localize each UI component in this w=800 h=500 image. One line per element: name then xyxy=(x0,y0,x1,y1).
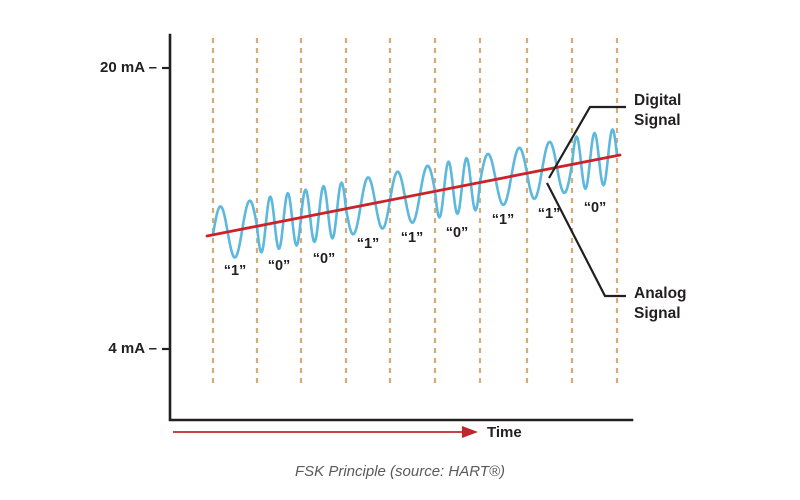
ytick-label-20ma: 20 mA – xyxy=(100,59,157,76)
digital-signal-waveform xyxy=(211,128,619,259)
bit-label-3: “1” xyxy=(357,236,380,252)
analog-signal-line xyxy=(205,153,622,238)
ytick-label-4ma: 4 mA – xyxy=(108,340,157,357)
bit-label-6: “1” xyxy=(492,212,515,228)
digital-signal-leader-line xyxy=(548,105,626,179)
bit-label-8: “0” xyxy=(584,200,607,216)
bit-label-0: “1” xyxy=(224,263,247,279)
analog-signal-leader-line xyxy=(546,182,626,298)
analog-signal-callout: Analog Signal xyxy=(546,182,687,322)
time-arrow-head-icon xyxy=(462,426,478,438)
digital-signal-label-line1: Digital xyxy=(634,92,681,109)
analog-signal-label-line1: Analog xyxy=(634,285,687,302)
bit-labels-group: “1” “0” “0” “1” “1” “0” “1” “1” “0” xyxy=(224,200,607,279)
digital-signal-callout: Digital Signal xyxy=(548,92,681,179)
time-axis-label: Time xyxy=(487,424,522,441)
axes-group xyxy=(162,33,634,422)
axis-frame xyxy=(168,33,634,422)
digital-signal-label-line2: Signal xyxy=(634,112,681,129)
bit-label-5: “0” xyxy=(446,225,469,241)
figure-caption: FSK Principle (source: HART®) xyxy=(295,463,505,480)
time-axis-indicator: Time xyxy=(173,424,522,441)
analog-signal-label-line2: Signal xyxy=(634,305,681,322)
bit-label-4: “1” xyxy=(401,230,424,246)
bit-label-2: “0” xyxy=(313,251,336,267)
fsk-carrier-path xyxy=(211,128,619,259)
bit-label-1: “0” xyxy=(268,258,291,274)
bit-label-7: “1” xyxy=(538,206,561,222)
